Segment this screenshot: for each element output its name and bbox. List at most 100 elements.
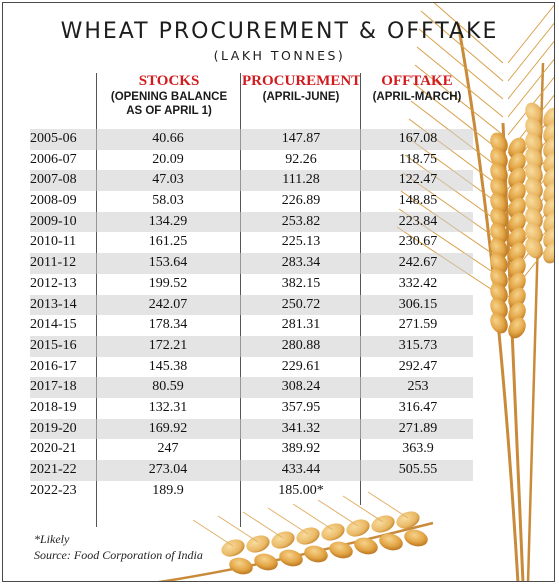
wheat-grain — [329, 541, 353, 559]
stocks-cell: 153.64 — [148, 255, 188, 271]
wheat-awn — [507, 202, 554, 262]
procurement-cell: 250.72 — [281, 296, 321, 312]
stocks-cell: 172.21 — [148, 337, 188, 353]
wheat-awn — [507, 238, 554, 298]
infographic-frame: WHEAT PROCUREMENT & OFFTAKE (LAKH TONNES… — [2, 2, 555, 582]
wheat-grain — [490, 267, 508, 289]
wheat-grain — [490, 222, 508, 244]
stocks-cell: 247 — [157, 441, 179, 457]
wheat-grain — [229, 557, 253, 575]
year-cell: 2005-06 — [30, 131, 77, 146]
wheat-grain — [490, 177, 508, 199]
offtake-header-sub: (APRIL-MARCH) — [372, 91, 462, 103]
wheat-grain — [508, 287, 526, 309]
wheat-awn — [507, 76, 554, 136]
wheat-grain — [321, 523, 345, 541]
wheat-grain — [371, 515, 395, 533]
wheat-grain — [379, 533, 403, 551]
procurement-cell: 341.32 — [281, 420, 321, 436]
year-cell: 2013-14 — [30, 296, 77, 312]
stocks-cell: 134.29 — [148, 213, 188, 229]
stocks-cell: 242.07 — [148, 296, 188, 312]
offtake-cell: 505.55 — [398, 462, 438, 477]
offtake-cell: 122.47 — [398, 172, 438, 188]
wheat-grain — [508, 167, 526, 189]
wheat-stem — [501, 122, 525, 581]
wheat-grain — [525, 162, 543, 184]
stocks-cell: 132.31 — [148, 399, 188, 415]
wheat-awn — [507, 184, 554, 244]
procurement-header: PROCUREMENT (APRIL-JUNE) — [242, 73, 362, 104]
procurement-cell: 147.87 — [281, 131, 321, 146]
wheat-awn — [217, 515, 259, 543]
year-cell: 2010-11 — [30, 234, 77, 250]
year-cell: 2008-09 — [30, 193, 77, 209]
wheat-grain — [296, 527, 320, 545]
wheat-grain — [525, 177, 543, 199]
wheat-stem — [526, 62, 545, 581]
wheat-grain — [508, 272, 526, 294]
wheat-grain — [508, 182, 526, 204]
stocks-cell: 199.52 — [148, 275, 188, 291]
offtake-cell: 332.42 — [398, 275, 438, 291]
wheat-grain — [525, 102, 543, 124]
stocks-cell: 169.92 — [148, 420, 188, 436]
procurement-cell: 357.95 — [281, 399, 321, 415]
wheat-grain — [525, 192, 543, 214]
wheat-grain — [543, 182, 554, 204]
wheat-grain — [543, 107, 554, 129]
wheat-awn — [507, 130, 554, 190]
page-subtitle: (LAKH TONNES) — [213, 48, 346, 63]
row-band — [30, 460, 473, 481]
column-divider — [360, 73, 361, 505]
year-cell: 2020-21 — [30, 441, 77, 457]
stocks-cell: 58.03 — [152, 193, 184, 209]
procurement-cell: 280.88 — [281, 337, 321, 353]
source-note: Source: Food Corporation of India — [34, 548, 203, 562]
wheat-grain — [490, 282, 508, 304]
year-cell: 2015-16 — [30, 337, 77, 353]
year-cell: 2014-15 — [30, 317, 77, 333]
row-band — [30, 253, 473, 274]
procurement-cell: 433.44 — [281, 462, 321, 477]
stocks-cell: 189.9 — [152, 482, 184, 498]
wheat-grain — [404, 529, 428, 547]
procurement-cell: 283.34 — [281, 255, 321, 271]
year-cell: 2019-20 — [30, 420, 77, 436]
row-band — [30, 377, 473, 398]
row-band — [30, 211, 473, 233]
procurement-cell: 389.92 — [281, 441, 321, 457]
wheat-grain — [246, 535, 270, 553]
stocks-cell: 47.03 — [152, 172, 184, 188]
wheat-grain — [525, 222, 543, 244]
wheat-grain — [543, 212, 554, 234]
wheat-grain — [543, 227, 554, 249]
year-cell: 2018-19 — [30, 399, 77, 415]
offtake-cell: 271.59 — [398, 317, 438, 333]
offtake-cell: 306.15 — [398, 296, 438, 312]
wheat-awn — [317, 499, 359, 527]
offtake-cell: 363.9 — [402, 441, 434, 457]
procurement-header-name: PROCUREMENT — [242, 73, 362, 89]
stocks-header: STOCKS (OPENING BALANCE AS OF APRIL 1) — [97, 73, 241, 118]
wheat-grain — [490, 252, 508, 274]
wheat-awn — [192, 519, 234, 547]
wheat-grain — [543, 242, 554, 264]
offtake-cell: 148.85 — [398, 193, 438, 209]
wheat-grain — [490, 132, 508, 154]
offtake-cell: 223.84 — [398, 213, 438, 229]
year-cell: 2007-08 — [30, 172, 77, 188]
wheat-awn — [507, 58, 554, 118]
procurement-header-sub: (APRIL-JUNE) — [262, 91, 340, 103]
wheat-grain — [254, 553, 278, 571]
offtake-cell: 316.47 — [398, 399, 438, 415]
wheat-grain — [525, 207, 543, 229]
wheat-grain — [271, 531, 295, 549]
wheat-awn — [292, 503, 334, 531]
row-band — [30, 294, 473, 316]
wheat-grain — [279, 549, 303, 567]
offtake-cell: 292.47 — [398, 358, 438, 374]
offtake-cell: 118.75 — [399, 151, 437, 167]
wheat-grain — [508, 137, 526, 159]
wheat-grain — [543, 152, 554, 174]
